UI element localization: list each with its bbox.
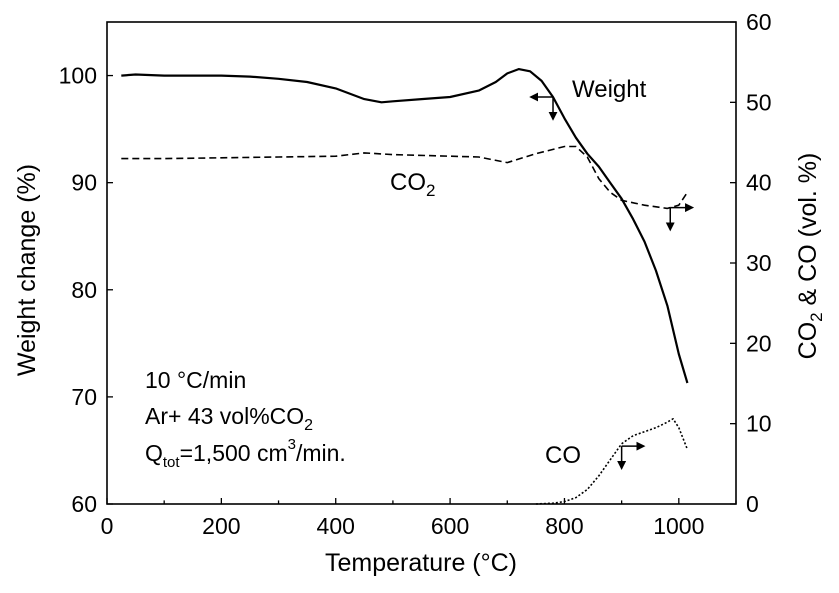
- x-tick-label: 1000: [653, 513, 704, 539]
- flow-annotation: Qtot=1,500 cm3/min.: [145, 436, 346, 471]
- series-line-co2: [121, 145, 689, 210]
- y-axis-right-title-sub: 2: [807, 312, 826, 321]
- co2-series-label-sub: 2: [426, 181, 435, 200]
- x-tick-label: 800: [545, 513, 583, 539]
- heating-rate-annotation: 10 °C/min: [145, 367, 246, 393]
- x-tick-label: 0: [101, 513, 114, 539]
- y-axis-right-title-pre: CO: [794, 322, 822, 360]
- y-right-tick-label: 0: [746, 491, 759, 517]
- y-axis-right-title: CO2 & CO (vol. %): [794, 153, 826, 360]
- flow-annotation-sup: 3: [288, 436, 296, 453]
- flow-annotation-post: /min.: [296, 440, 346, 466]
- y-left-tick-label: 80: [71, 277, 97, 303]
- y-left-tick-label: 100: [59, 63, 97, 89]
- co2-series-label: CO2: [390, 169, 435, 200]
- gas-annotation-sub: 2: [304, 417, 313, 434]
- x-tick-label: 600: [431, 513, 469, 539]
- y-right-tick-label: 10: [746, 411, 772, 437]
- x-axis-title: Temperature (°C): [325, 549, 517, 577]
- ticks: 0 200 400 600 800 100060708090100010203040506…: [59, 9, 772, 539]
- y-left-tick-label: 70: [71, 384, 97, 410]
- flow-annotation-mid: =1,500 cm: [180, 440, 288, 466]
- x-tick-label: 400: [317, 513, 355, 539]
- y-axis-left-title: Weight change (%): [13, 164, 41, 376]
- weight-series-label: Weight: [572, 76, 647, 103]
- y-left-tick-label: 90: [71, 170, 97, 196]
- axis-indicator-arrows: [529, 92, 695, 470]
- co2-series-label-main: CO: [390, 169, 426, 196]
- flow-annotation-q: Q: [145, 440, 163, 466]
- gas-annotation-main: Ar+ 43 vol%CO: [145, 403, 304, 429]
- y-right-tick-label: 60: [746, 9, 772, 35]
- y-right-tick-label: 30: [746, 250, 772, 276]
- series-lines: [121, 67, 689, 505]
- y-right-tick-label: 40: [746, 170, 772, 196]
- series-line-co: [535, 417, 689, 505]
- flow-annotation-q-sub: tot: [163, 454, 181, 471]
- x-tick-label: 200: [202, 513, 240, 539]
- y-left-tick-label: 60: [71, 491, 97, 517]
- y-right-tick-label: 50: [746, 89, 772, 115]
- series-line-weight: [121, 67, 689, 384]
- co-series-label: CO: [545, 442, 581, 469]
- y-right-tick-label: 20: [746, 330, 772, 356]
- y-axis-right-title-post: & CO (vol. %): [794, 153, 822, 313]
- gas-annotation: Ar+ 43 vol%CO2: [145, 403, 313, 434]
